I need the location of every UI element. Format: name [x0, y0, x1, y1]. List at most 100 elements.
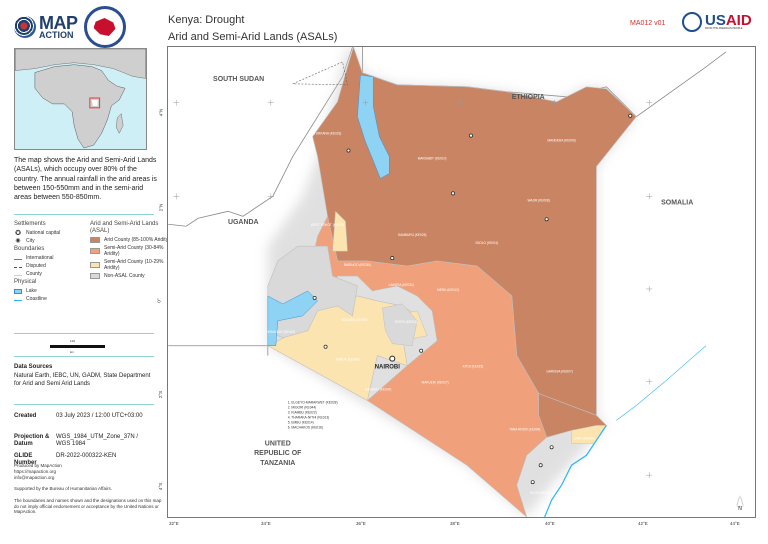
lon-tick: 32°E [169, 521, 179, 526]
supported-by: Supported by the Bureau of Humanitarian … [14, 486, 112, 491]
lake-icon [14, 288, 22, 294]
lon-tick: 34°E [261, 521, 271, 526]
svg-text:REPUBLIC OF: REPUBLIC OF [254, 450, 301, 457]
svg-text:NAKURU (KE032): NAKURU (KE032) [341, 318, 367, 322]
svg-text:KITUI (KE015): KITUI (KE015) [463, 365, 484, 369]
north-arrow-icon [737, 496, 743, 506]
disputed-boundary-icon [14, 266, 22, 268]
north-arrow: N [737, 496, 743, 512]
svg-text:SOUTH SUDAN: SOUTH SUDAN [213, 76, 264, 83]
usaid-logo: USAID FROM THE AMERICAN PEOPLE [682, 12, 752, 32]
svg-text:4. THARAKA-NITHI (KE013): 4. THARAKA-NITHI (KE013) [288, 415, 329, 419]
svg-text:NAROK (KE033): NAROK (KE033) [336, 358, 360, 362]
svg-text:5. EMBU (KE014): 5. EMBU (KE014) [288, 420, 314, 424]
legend-lake: Lake [26, 288, 37, 294]
lon-tick: 38°E [450, 521, 460, 526]
svg-text:TANZANIA: TANZANIA [260, 460, 295, 467]
svg-text:TANA RIVER (KE004): TANA RIVER (KE004) [509, 427, 540, 431]
website-link[interactable]: https://mapaction.org [14, 469, 57, 474]
divider [14, 214, 154, 215]
semi-arid-high-swatch-icon [90, 248, 100, 254]
main-map[interactable]: SOUTH SUDAN ETHIOPIA SOMALIA UGANDA UNIT… [167, 46, 756, 518]
lon-tick: 40°E [545, 521, 555, 526]
svg-text:KAJIADO (KE034): KAJIADO (KE034) [365, 388, 391, 392]
logo-row: MAP ACTION [14, 6, 126, 48]
legend-international: International [26, 255, 54, 261]
map-description: The map shows the Arid and Semi-Arid Lan… [14, 157, 157, 202]
disclaimer: The boundaries and names shown and the d… [14, 498, 162, 514]
lat-tick: 4°N [158, 108, 164, 117]
legend-non-asal: Non-ASAL County [104, 273, 145, 279]
legend-boundaries-heading: Boundaries [14, 246, 45, 252]
lon-tick: 36°E [356, 521, 366, 526]
svg-text:MERU (KE012): MERU (KE012) [437, 288, 459, 292]
arid-swatch-icon [90, 237, 100, 243]
legend-coastline: Coastline [26, 296, 47, 302]
scale-bar-unit: km [70, 350, 74, 354]
africa-locator-map [15, 49, 146, 149]
svg-text:WAJIR (KE008): WAJIR (KE008) [528, 198, 550, 202]
legend-county: County [26, 271, 42, 277]
legend-asal-heading: Arid and Semi-Arid Lands (ASAL) [90, 221, 159, 234]
legend-physical-heading: Physical [14, 279, 37, 285]
national-capital-icon: ✪ [15, 229, 21, 237]
svg-text:MANDERA (KE009): MANDERA (KE009) [547, 139, 575, 143]
international-boundary-icon [14, 258, 22, 260]
legend-disputed: Disputed [26, 263, 46, 269]
legend-national-capital: National capital [26, 230, 61, 236]
legend-city: City [26, 238, 35, 244]
kenya-government-seal-icon [83, 6, 126, 48]
svg-text:MARSABIT (KE010): MARSABIT (KE010) [418, 157, 447, 161]
non-asal-swatch-icon [90, 273, 100, 279]
svg-text:GARISSA (KE007): GARISSA (KE007) [546, 370, 572, 374]
svg-text:3. KIAMBU (KE022): 3. KIAMBU (KE022) [288, 410, 317, 414]
svg-text:KILIFI (KE003): KILIFI (KE003) [530, 491, 551, 495]
svg-text:1. ELGEYO-MARAKWET (KE028): 1. ELGEYO-MARAKWET (KE028) [288, 400, 338, 404]
svg-text:LAIKIPIA (KE031): LAIKIPIA (KE031) [389, 283, 414, 287]
sidebar: MAP ACTION The map shows the Arid and Se… [0, 0, 170, 544]
lat-tick: 0° [156, 298, 162, 303]
semi-arid-low-swatch-icon [90, 262, 100, 268]
created-row: Created 03 July 2023 / 12:00 UTC+03:00 [14, 413, 143, 419]
produced-by: Produced by MapAction [14, 463, 62, 468]
svg-text:NAIROBI: NAIROBI [375, 365, 401, 371]
divider [14, 333, 154, 334]
email-link[interactable]: info@mapaction.org [14, 475, 55, 480]
svg-text:KWALE (KE002): KWALE (KE002) [485, 512, 509, 516]
svg-text:HOMA BAY (KE043): HOMA BAY (KE043) [266, 330, 295, 334]
lon-tick: 42°E [638, 521, 648, 526]
map-subtitle: Arid and Semi-Arid Lands (ASALs) [168, 31, 338, 43]
globe-icon [14, 16, 36, 38]
coastline-icon [14, 299, 22, 301]
data-sources-title: Data Sources [14, 364, 53, 370]
svg-text:UNITED: UNITED [265, 440, 291, 447]
usaid-seal-icon [682, 12, 702, 32]
svg-text:TURKANA (KE023): TURKANA (KE023) [314, 132, 341, 136]
svg-text:BARINGO (KE030): BARINGO (KE030) [344, 263, 371, 267]
svg-text:ILEMI TRIANGLE: ILEMI TRIANGLE [307, 86, 332, 90]
scale-bar-label: 120 [70, 339, 76, 343]
lat-tick: 2°S [158, 390, 164, 399]
north-label: N [738, 506, 742, 512]
svg-text:ETHIOPIA: ETHIOPIA [512, 94, 545, 101]
glide-row: GLIDE NumberDR-2022-000322-KEN [14, 453, 117, 466]
legend-settlements-heading: Settlements [14, 221, 46, 227]
svg-text:SAMBURU (KE025): SAMBURU (KE025) [398, 233, 426, 237]
legend-arid: Arid County (85-100% Aridity) [104, 237, 170, 243]
city-icon: ◉ [15, 237, 21, 244]
africa-inset-map [14, 48, 147, 150]
svg-text:WEST POKOT (KE024): WEST POKOT (KE024) [311, 223, 345, 227]
svg-text:2. MIGORI (KE044): 2. MIGORI (KE044) [288, 405, 316, 409]
svg-text:LAMU (KE005): LAMU (KE005) [574, 436, 595, 440]
svg-text:UGANDA: UGANDA [228, 219, 259, 226]
data-sources-text: Natural Earth, IEBC, UN, GADM, State Dep… [14, 373, 151, 387]
svg-text:MAKUENI (KE017): MAKUENI (KE017) [422, 381, 449, 385]
legend-semi-arid-low: Semi-Arid County (10-29% Aridity) [104, 259, 164, 271]
map-title: Kenya: Drought [168, 14, 245, 26]
scale-bar [50, 345, 105, 348]
svg-text:SOMALIA: SOMALIA [661, 199, 693, 206]
svg-text:ISIOLO (KE011): ISIOLO (KE011) [475, 241, 498, 245]
svg-text:TAITA TAVETA (KE006): TAITA TAVETA (KE006) [460, 504, 493, 508]
kenya-asal-map: SOUTH SUDAN ETHIOPIA SOMALIA UGANDA UNIT… [168, 47, 727, 517]
logo-text-action: ACTION [39, 30, 74, 41]
